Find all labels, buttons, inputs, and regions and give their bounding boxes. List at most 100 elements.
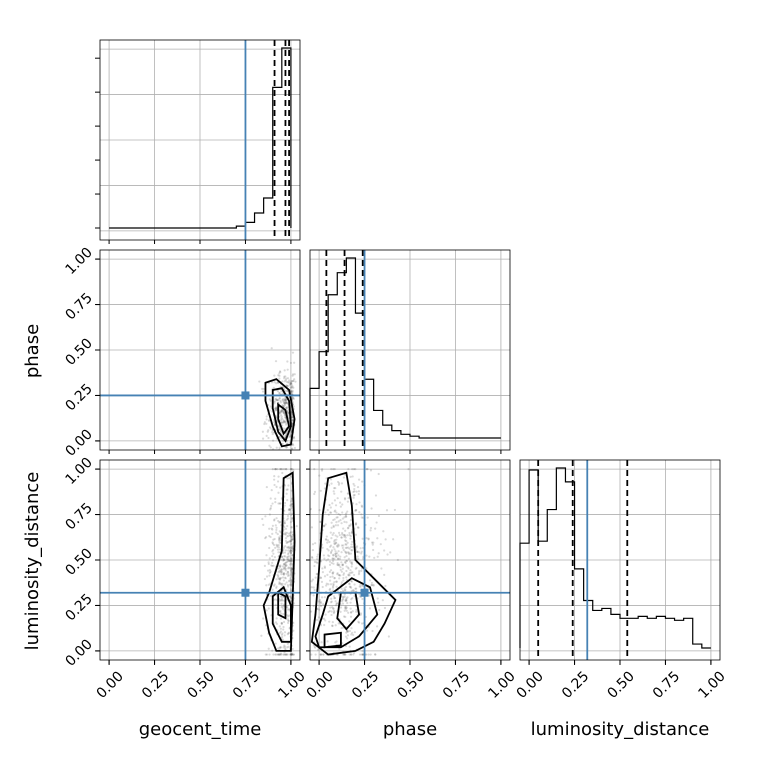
scatter-point bbox=[285, 432, 288, 435]
scatter-point bbox=[282, 573, 286, 576]
scatter-point bbox=[290, 535, 293, 538]
scatter-point bbox=[353, 490, 356, 493]
scatter-point bbox=[342, 476, 345, 479]
scatter-point bbox=[275, 622, 279, 625]
scatter-point bbox=[284, 583, 287, 586]
scatter-point bbox=[345, 576, 348, 579]
scatter-point bbox=[285, 384, 288, 387]
y-tick-label: 0.50 bbox=[62, 545, 95, 578]
scatter-point bbox=[312, 586, 315, 589]
scatter-point bbox=[342, 596, 345, 599]
scatter-point bbox=[331, 586, 335, 589]
scatter-point bbox=[354, 567, 357, 570]
scatter-point bbox=[288, 595, 292, 598]
scatter-point bbox=[315, 618, 319, 621]
scatter-point bbox=[343, 535, 346, 538]
scatter-point bbox=[326, 547, 329, 551]
density-contour bbox=[277, 402, 291, 436]
scatter-point bbox=[284, 549, 288, 552]
scatter-point bbox=[283, 398, 287, 402]
scatter-point bbox=[332, 582, 335, 585]
scatter-point bbox=[330, 600, 333, 603]
scatter-point bbox=[389, 551, 392, 554]
scatter-point bbox=[289, 599, 293, 602]
scatter-point bbox=[286, 574, 289, 577]
scatter-point bbox=[337, 573, 341, 577]
scatter-point bbox=[290, 411, 293, 414]
scatter-point bbox=[283, 576, 287, 579]
scatter-point bbox=[283, 504, 286, 507]
scatter-point bbox=[289, 573, 293, 576]
scatter-point bbox=[344, 605, 347, 608]
scatter-point bbox=[277, 399, 280, 402]
scatter-point bbox=[333, 548, 336, 551]
scatter-point bbox=[335, 580, 338, 583]
scatter-point bbox=[332, 607, 335, 610]
scatter-point bbox=[284, 400, 288, 403]
scatter-point bbox=[330, 610, 333, 613]
scatter-point bbox=[346, 527, 350, 530]
scatter-point bbox=[291, 549, 294, 552]
x-tick-label: 0.25 bbox=[349, 668, 382, 701]
scatter-point bbox=[283, 551, 287, 554]
scatter-point bbox=[274, 407, 277, 411]
scatter-point bbox=[292, 621, 295, 625]
scatter-point bbox=[332, 518, 335, 522]
scatter-point bbox=[278, 541, 281, 544]
scatter-point bbox=[344, 607, 348, 610]
scatter-point bbox=[351, 475, 354, 478]
scatter-point bbox=[282, 387, 285, 390]
scatter-point bbox=[288, 614, 291, 617]
scatter-point bbox=[370, 584, 373, 587]
scatter-point bbox=[289, 531, 292, 535]
scatter-point bbox=[323, 487, 327, 490]
scatter-point bbox=[367, 538, 370, 541]
scatter-point bbox=[268, 527, 271, 530]
scatter-point bbox=[280, 411, 283, 414]
scatter-point bbox=[380, 567, 383, 570]
scatter-point bbox=[290, 507, 294, 510]
scatter-point bbox=[290, 559, 293, 562]
scatter-point bbox=[283, 645, 287, 648]
scatter-point bbox=[320, 641, 323, 644]
scatter-point bbox=[348, 547, 351, 550]
scatter-point bbox=[280, 409, 284, 412]
scatter-point bbox=[271, 550, 274, 553]
scatter-point bbox=[324, 613, 327, 616]
scatter-point bbox=[287, 552, 290, 555]
scatter-point bbox=[342, 544, 345, 547]
scatter-point bbox=[373, 653, 377, 656]
scatter-point bbox=[365, 554, 368, 557]
scatter-point bbox=[281, 380, 284, 383]
x-tick-label: 0.00 bbox=[514, 668, 547, 701]
scatter-point bbox=[341, 531, 344, 535]
scatter-point bbox=[279, 414, 283, 417]
scatter-point bbox=[280, 417, 283, 420]
scatter-point bbox=[275, 586, 278, 590]
scatter-point bbox=[342, 533, 345, 536]
scatter-point bbox=[332, 607, 335, 610]
scatter-point bbox=[349, 615, 353, 618]
scatter-point bbox=[278, 392, 281, 395]
scatter-point bbox=[289, 595, 292, 598]
scatter-point bbox=[291, 374, 294, 377]
scatter-point bbox=[289, 569, 293, 572]
scatter-point bbox=[278, 412, 282, 415]
scatter-point bbox=[328, 484, 331, 487]
scatter-point bbox=[278, 538, 281, 541]
scatter-point bbox=[345, 552, 348, 555]
scatter-point bbox=[356, 485, 360, 489]
scatter-point bbox=[286, 608, 290, 611]
scatter-point bbox=[288, 379, 291, 382]
scatter-point bbox=[337, 557, 340, 561]
scatter-point bbox=[344, 599, 347, 602]
scatter-point bbox=[291, 416, 294, 419]
scatter-point bbox=[279, 569, 282, 572]
scatter-point bbox=[287, 484, 290, 487]
scatter-point bbox=[343, 589, 347, 592]
scatter-point bbox=[275, 408, 278, 411]
scatter-point bbox=[268, 546, 271, 550]
scatter-point bbox=[261, 390, 265, 393]
histogram-step-line bbox=[519, 467, 711, 649]
